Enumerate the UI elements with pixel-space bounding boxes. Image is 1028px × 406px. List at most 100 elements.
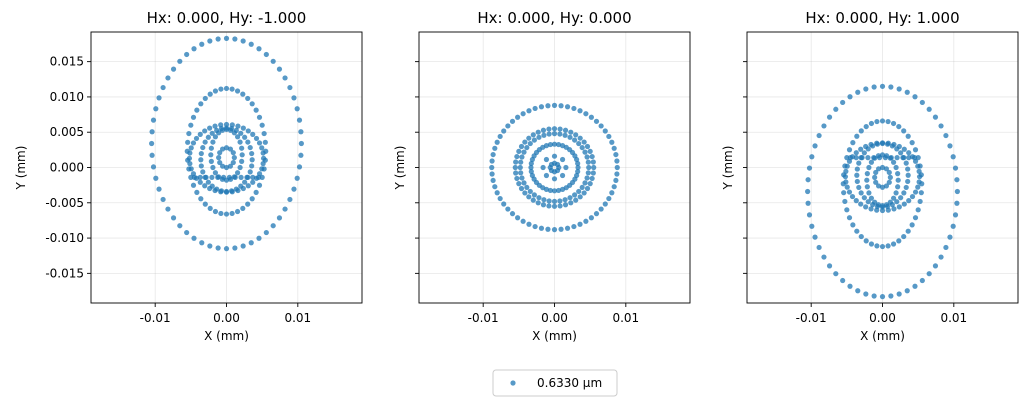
scatter-point <box>593 211 600 217</box>
scatter-point <box>170 66 177 72</box>
scatter-point <box>263 51 269 58</box>
x-tick-label: 0.01 <box>612 311 639 325</box>
scatter-point <box>853 198 859 204</box>
scatter-point <box>530 132 536 138</box>
scatter-point <box>153 175 159 181</box>
scatter-point <box>911 155 918 161</box>
scatter-point <box>519 175 525 181</box>
scatter-point <box>247 144 253 151</box>
scatter-point <box>540 202 547 208</box>
scatter-point <box>585 159 591 165</box>
scatter-point <box>263 229 269 236</box>
scatter-point <box>202 95 208 102</box>
scatter-point <box>250 179 256 185</box>
scatter-point <box>895 171 901 177</box>
y-tick-label: 0.000 <box>50 161 84 175</box>
scatter-point <box>296 117 303 123</box>
scatter-point <box>844 184 850 190</box>
scatter-point <box>237 164 243 171</box>
scatter-point <box>238 174 244 180</box>
scatter-point <box>564 225 571 231</box>
scatter-point <box>821 254 827 260</box>
scatter-point <box>516 148 522 154</box>
scatter-point <box>238 183 244 189</box>
scatter-point <box>915 155 921 161</box>
scatter-point <box>261 130 267 137</box>
scatter-point <box>199 240 205 246</box>
scatter-point <box>912 189 919 195</box>
scatter-point <box>259 166 265 172</box>
scatter-point <box>156 95 162 101</box>
scatter-point <box>856 160 862 166</box>
scatter-point <box>891 206 897 212</box>
scatter-point <box>887 174 893 180</box>
scatter-point <box>551 102 558 108</box>
scatter-point <box>847 155 854 161</box>
scatter-point <box>216 155 222 161</box>
scatter-point <box>259 145 265 151</box>
scatter-point <box>543 156 550 163</box>
x-tick-label: 0.00 <box>541 311 568 325</box>
scatter-point <box>557 203 563 209</box>
scatter-point <box>160 196 166 203</box>
scatter-point <box>576 140 582 147</box>
scatter-point <box>177 223 183 229</box>
scatter-point <box>262 139 268 145</box>
scatter-point <box>915 207 921 213</box>
scatter-point <box>555 141 562 148</box>
scatter-point <box>223 211 230 217</box>
scatter-point <box>872 174 878 180</box>
scatter-point <box>884 141 891 147</box>
scatter-point <box>905 133 911 139</box>
scatter-point <box>898 195 904 201</box>
scatter-point <box>587 148 593 154</box>
scatter-point <box>879 203 886 209</box>
scatter-point <box>588 215 594 221</box>
scatter-point <box>509 211 516 217</box>
scatter-point <box>492 184 498 190</box>
scatter-point <box>568 129 574 135</box>
scatter-point <box>564 104 571 110</box>
scatter-point <box>572 192 578 198</box>
scatter-point <box>572 137 578 143</box>
scatter-point <box>203 174 209 180</box>
scatter-point <box>821 123 827 129</box>
scatter-point <box>184 229 190 236</box>
scatter-point <box>518 143 525 150</box>
scatter-point <box>516 181 522 187</box>
x-tick-label: -0.01 <box>468 311 499 325</box>
scatter-point <box>250 131 256 137</box>
scatter-point <box>858 128 864 134</box>
x-axis-label: X (mm) <box>532 329 577 343</box>
scatter-point <box>874 141 881 147</box>
scatter-point <box>248 41 254 47</box>
scatter-point <box>187 161 193 167</box>
scatter-point <box>844 155 850 161</box>
scatter-point <box>577 221 583 227</box>
scatter-point <box>874 243 880 249</box>
scatter-point <box>912 147 919 153</box>
scatter-point <box>868 195 875 201</box>
scatter-point <box>846 215 853 221</box>
scatter-point <box>843 168 849 174</box>
scatter-point <box>256 46 262 52</box>
scatter-point <box>216 130 222 136</box>
scatter-point <box>952 165 959 171</box>
x-tick-label: 0.01 <box>940 311 967 325</box>
scatter-point <box>234 170 241 176</box>
scatter-point <box>287 84 293 91</box>
scatter-point <box>555 187 562 194</box>
scatter-point <box>514 153 520 160</box>
scatter-point <box>551 227 558 233</box>
scatter-point <box>903 184 909 191</box>
scatter-point <box>244 174 250 180</box>
scatter-point <box>875 202 882 208</box>
scatter-point <box>854 133 860 139</box>
scatter-point <box>294 175 300 181</box>
scatter-series <box>805 83 960 300</box>
scatter-point <box>844 163 850 169</box>
scatter-point <box>912 283 918 289</box>
scatter-point <box>912 215 919 221</box>
scatter-point <box>905 228 911 234</box>
